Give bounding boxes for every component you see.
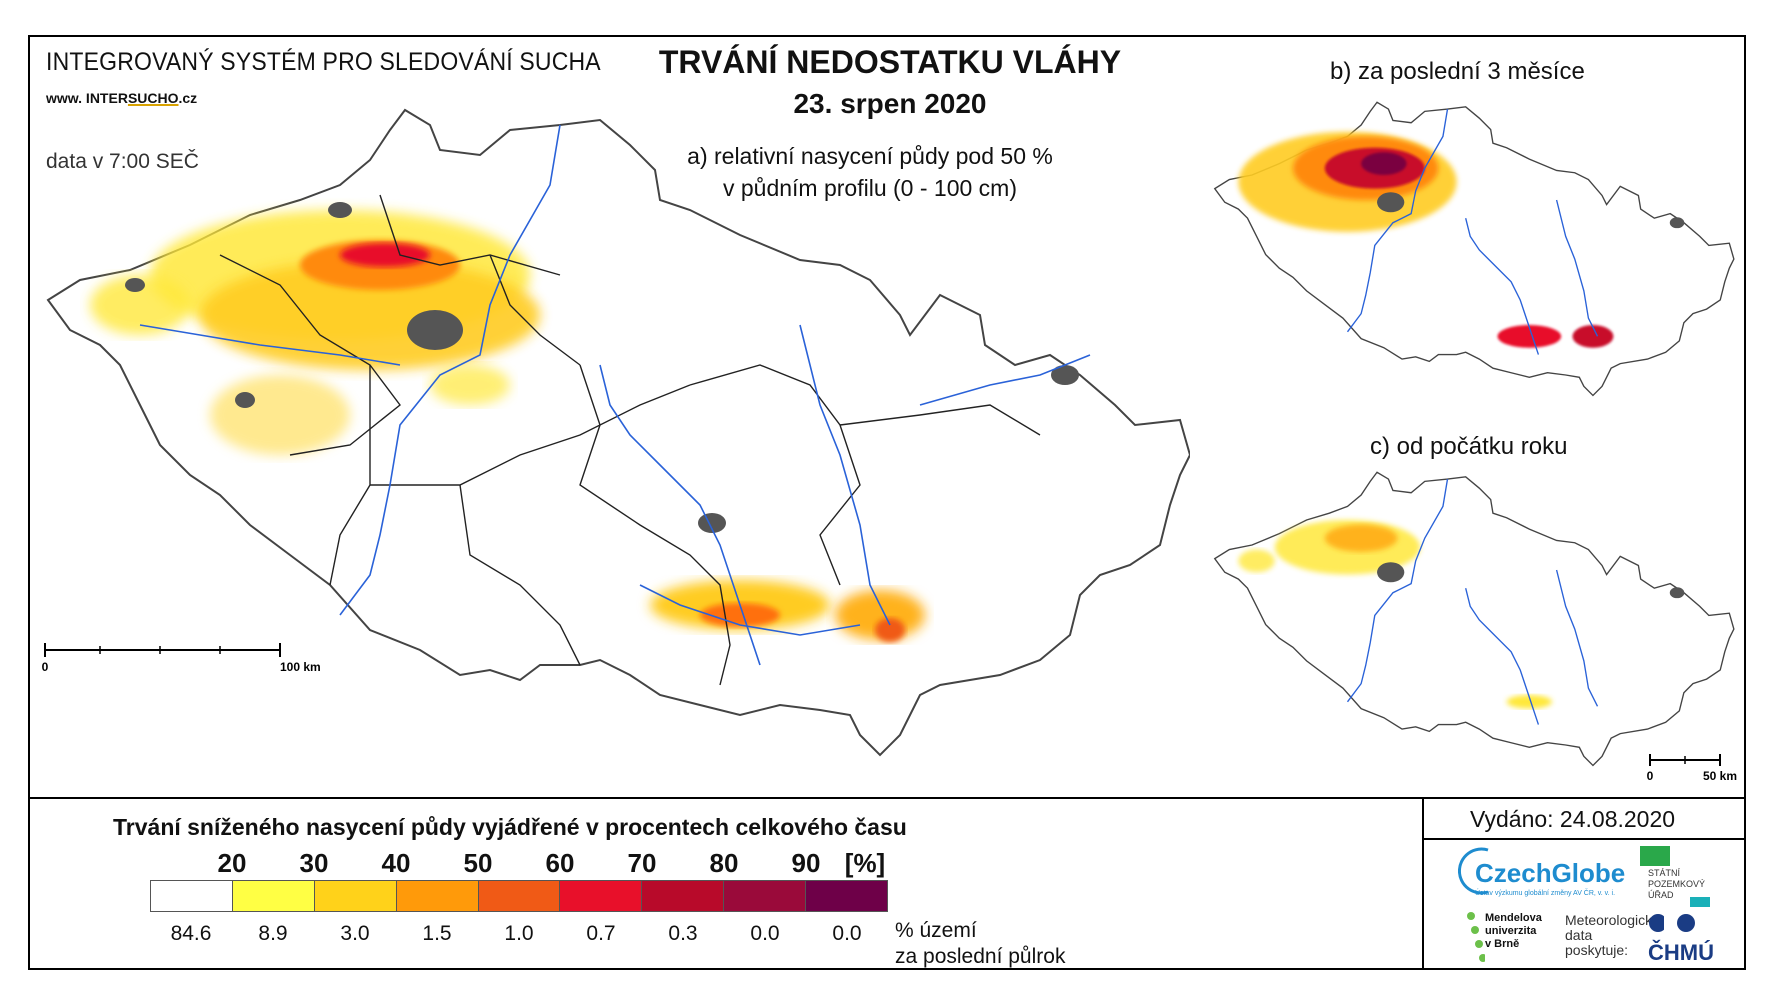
- map-a-caption-line1: a) relativní nasycení půdy pod 50 %: [687, 143, 1053, 169]
- legend-area-value: 1.5: [422, 922, 452, 945]
- rivers-a: [139, 124, 1091, 666]
- mendel-line3: v Brně: [1485, 938, 1520, 950]
- map-a-caption-line2: v půdním profilu (0 - 100 cm): [722, 175, 1017, 201]
- url-prefix: www. INTER: [46, 90, 128, 106]
- scale-c-start: 0: [1647, 769, 1654, 783]
- region-borders-a: [219, 194, 1041, 686]
- scale-a-end: 100 km: [280, 660, 321, 674]
- map-a-caption: a) relativní nasycení půdy pod 50 % v pů…: [640, 140, 1100, 204]
- map-a: 0 100 km: [42, 108, 1190, 757]
- legend-threshold: 40: [381, 848, 411, 878]
- website-url[interactable]: www. INTERSUCHO.cz: [46, 90, 197, 106]
- city-areas-b: [1377, 192, 1685, 229]
- legend-swatch: [151, 881, 233, 911]
- map-b: [1213, 101, 1735, 397]
- scale-c-end: 50 km: [1703, 769, 1737, 783]
- url-suffix: .cz: [178, 90, 198, 106]
- legend-threshold: 50: [463, 848, 493, 878]
- meteo-line2: data: [1565, 927, 1593, 943]
- meteo-data-provider: Meteorologická data poskytuje:: [1565, 912, 1660, 958]
- meteo-line3: poskytuje:: [1565, 942, 1629, 958]
- issued-divider: [1422, 838, 1746, 840]
- meteo-line1: Meteorologická: [1565, 912, 1660, 928]
- mendel-line2: univerzita: [1485, 925, 1537, 937]
- legend-divider: [28, 797, 1746, 799]
- legend-unit-percent: [%]: [844, 848, 886, 878]
- legend-area-unit: % území za poslední půlrok: [895, 918, 1095, 970]
- legend-area-value: 84.6: [170, 922, 212, 945]
- legend-swatch: [396, 881, 479, 911]
- czech-outline-c: [1213, 471, 1735, 767]
- mendel-logo-dots: [1467, 912, 1485, 962]
- legend-swatch: [642, 881, 725, 911]
- legend-area-value: 0.0: [832, 922, 862, 945]
- mendel-line1: Mendelova: [1485, 912, 1542, 924]
- czechglobe-logo: CzechGlobe: [1475, 858, 1626, 888]
- legend-swatch: [232, 881, 315, 911]
- spu-line1: STÁTNÍ: [1648, 868, 1681, 878]
- mendel-logo: Mendelova univerzita v Brně: [1485, 912, 1555, 951]
- legend-area-value: 0.0: [750, 922, 780, 945]
- legend-threshold: 20: [217, 848, 247, 878]
- spu-line2: POZEMKOVÝ: [1648, 879, 1706, 889]
- spu-line3: ÚŘAD: [1648, 890, 1674, 900]
- chmu-logo-icon: [1649, 914, 1695, 932]
- scale-a-start: 0: [42, 660, 49, 674]
- legend-area-unit-line1: % území: [895, 919, 977, 942]
- czechglobe-logo-arc: [1458, 847, 1489, 895]
- issued-date: Vydáno: 24.08.2020: [1470, 806, 1676, 832]
- scale-bar-a: 0 100 km: [42, 643, 321, 674]
- legend-area-value: 0.3: [668, 922, 698, 945]
- legend-colorbar: [150, 880, 888, 912]
- map-frame: [28, 35, 1746, 970]
- footer-divider: [1422, 797, 1424, 970]
- legend-area-value: 0.7: [586, 922, 616, 945]
- legend-threshold: 60: [545, 848, 575, 878]
- legend-swatch: [314, 881, 397, 911]
- legend-threshold: 30: [299, 848, 329, 878]
- legend-swatch: [560, 881, 643, 911]
- legend-swatch: [724, 881, 807, 911]
- city-areas-c: [1377, 562, 1685, 599]
- legend-area-value: 1.0: [504, 922, 534, 945]
- rivers-b: [1346, 108, 1599, 355]
- spu-logo-icon: [1640, 846, 1670, 866]
- url-brand: SUCHO: [127, 90, 179, 106]
- legend-swatch: [478, 881, 561, 911]
- spu-logo-teal-bar: [1690, 897, 1710, 907]
- drought-overlay-c: [1238, 520, 1553, 709]
- main-title: TRVÁNÍ NEDOSTATKU VLÁHY: [658, 44, 1122, 80]
- legend-area-value: 8.9: [258, 922, 288, 945]
- city-areas-a: [125, 202, 1079, 533]
- scale-bar-c: 0 50 km: [1647, 754, 1737, 783]
- spu-logo: STÁTNÍ POZEMKOVÝ ÚŘAD: [1648, 868, 1708, 901]
- czechglobe-subtitle: Ústav výzkumu globální změny AV ČR, v. v…: [1475, 890, 1616, 897]
- legend-threshold: 90: [791, 848, 821, 878]
- system-title: INTEGROVANÝ SYSTÉM PRO SLEDOVÁNÍ SUCHA: [46, 48, 601, 76]
- legend-swatch: [806, 881, 888, 911]
- legend-threshold: 70: [627, 848, 657, 878]
- legend-title: Trvání sníženého nasycení půdy vyjádřené…: [113, 814, 907, 840]
- legend-area-unit-line2: za poslední půlrok: [895, 945, 1066, 968]
- map-c-caption: c) od počátku roku: [1370, 433, 1568, 460]
- map-date: 23. srpen 2020: [793, 88, 987, 119]
- legend-threshold: 80: [709, 848, 739, 878]
- map-c: [1213, 471, 1735, 767]
- legend-area-value: 3.0: [340, 922, 370, 945]
- rivers-c: [1346, 478, 1599, 725]
- map-b-caption: b) za poslední 3 měsíce: [1330, 58, 1585, 85]
- chmu-logo: ČHMÚ: [1648, 940, 1714, 965]
- data-time: data v 7:00 SEČ: [46, 150, 199, 173]
